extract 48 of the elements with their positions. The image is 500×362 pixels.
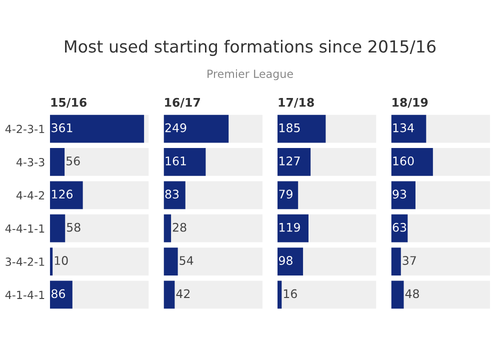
bar — [164, 181, 186, 210]
y-tick-label: 4-3-3 — [16, 158, 44, 166]
text: Most used starting formations since 2015/16 — [65, 40, 436, 56]
bar — [50, 280, 72, 309]
bar — [391, 248, 401, 276]
bar — [391, 280, 404, 309]
bar — [278, 181, 298, 210]
chart-title: 18/19 — [392, 98, 428, 108]
data-label: 93 — [392, 190, 406, 199]
chart-title: 15/16 — [51, 98, 87, 108]
bar — [50, 248, 53, 276]
data-label: 16 — [284, 289, 297, 298]
bar — [164, 248, 178, 276]
bar — [164, 214, 172, 242]
data-label: 58 — [67, 222, 80, 232]
data-label: 185 — [280, 123, 300, 132]
data-label: 37 — [402, 256, 416, 265]
y-tick-label: 4-4-2 — [16, 191, 44, 200]
data-label: 126 — [52, 190, 73, 199]
chart-title: 16/17 — [165, 98, 200, 108]
data-label: 83 — [165, 190, 179, 199]
bar — [50, 148, 65, 176]
data-label: 161 — [166, 156, 186, 166]
bar — [50, 214, 66, 242]
data-label: 63 — [392, 222, 406, 232]
data-label: 249 — [165, 123, 186, 132]
data-label: 98 — [278, 256, 292, 265]
data-label: 28 — [172, 222, 186, 232]
data-label: 127 — [280, 156, 300, 166]
data-label: 54 — [180, 256, 194, 265]
data-label: 86 — [52, 289, 66, 298]
y-tick-label: 4-4-1-1 — [5, 224, 44, 233]
data-label: 119 — [280, 222, 300, 232]
y-tick-label: 3-4-2-1 — [6, 258, 44, 266]
y-tick-label: 4-1-4-1 — [5, 290, 44, 299]
data-label: 134 — [393, 123, 414, 132]
data-label: 79 — [279, 190, 292, 199]
data-label: 48 — [405, 289, 419, 298]
bar — [164, 280, 175, 309]
data-label: 361 — [52, 123, 72, 132]
data-label: 56 — [66, 156, 80, 166]
text: Premier League — [208, 69, 293, 80]
data-label: 42 — [176, 289, 190, 298]
data-label: 10 — [54, 256, 68, 265]
y-tick-label: 4-2-3-1 — [5, 124, 44, 134]
chart-title: 17/18 — [278, 98, 314, 108]
bar — [278, 280, 282, 309]
data-label: 160 — [393, 156, 414, 166]
